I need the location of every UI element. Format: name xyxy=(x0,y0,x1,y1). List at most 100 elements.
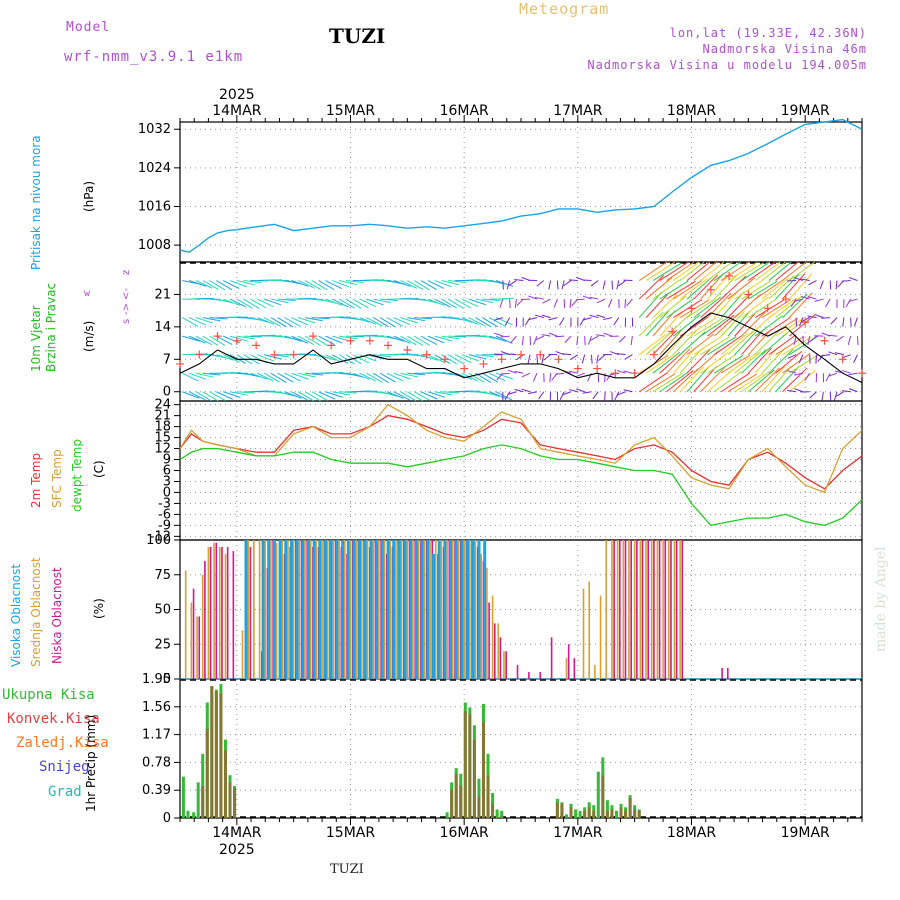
wind-vector xyxy=(700,336,730,356)
wind-vector xyxy=(441,391,460,394)
wind-vector xyxy=(720,354,751,374)
wind-vector xyxy=(845,298,852,308)
wind-vector xyxy=(209,335,226,346)
wind-vector xyxy=(420,391,438,400)
wind-vector xyxy=(222,354,240,363)
wind-vector xyxy=(500,372,510,375)
wind-vector xyxy=(475,354,494,358)
wind-vector xyxy=(775,350,802,374)
wind-gust-mark xyxy=(801,318,810,327)
y-tick-label: 15 xyxy=(154,431,171,446)
wind-vector xyxy=(748,280,778,300)
wind-vector xyxy=(188,391,206,401)
bottom-date-label: 19MAR xyxy=(781,825,830,841)
conv-precip-bar xyxy=(605,810,609,818)
wind-direction-west: w xyxy=(84,288,91,299)
wind-vector xyxy=(507,353,517,356)
wind-vector xyxy=(216,280,233,291)
wind-vector xyxy=(790,298,797,307)
wind-vector xyxy=(624,354,633,360)
wind-vector xyxy=(693,366,717,393)
wind-vector xyxy=(576,372,585,377)
wind-vector xyxy=(608,298,613,308)
y-tick-label: 1.56 xyxy=(142,700,171,715)
wind-vector xyxy=(223,391,241,398)
wind-vector xyxy=(494,332,503,337)
conv-precip-bar xyxy=(569,807,573,818)
wind-vector xyxy=(495,391,513,401)
wind-vector xyxy=(652,278,681,300)
wind-vector xyxy=(400,372,419,378)
wind-vector xyxy=(216,335,233,346)
wind-vector xyxy=(488,317,506,327)
wind-vector xyxy=(707,314,735,337)
wind-vector xyxy=(297,335,315,346)
wind-vector xyxy=(727,353,756,374)
wind-vector xyxy=(761,317,791,337)
wind-gust-mark xyxy=(195,350,204,359)
wind-vector xyxy=(825,372,831,382)
wind-vector xyxy=(638,311,664,337)
wind-vector xyxy=(400,391,417,402)
wind-vector xyxy=(461,317,479,325)
y-tick-label: -6 xyxy=(158,507,171,522)
wind-vector xyxy=(821,354,831,357)
wind-vector xyxy=(720,291,744,318)
wind-vector xyxy=(188,317,206,326)
wind-vector xyxy=(666,312,692,337)
wind-vector xyxy=(297,391,314,402)
wind-vector xyxy=(332,391,351,396)
wind-vector xyxy=(624,299,627,309)
wind-vector xyxy=(833,391,838,401)
wind-vector xyxy=(393,372,411,380)
wind-vector xyxy=(666,348,691,374)
wind-vector xyxy=(325,335,343,344)
wind-vector xyxy=(549,373,552,383)
wind-vector xyxy=(734,279,764,300)
wind-vector xyxy=(202,280,219,290)
wind-vector xyxy=(720,261,750,281)
wind-vector xyxy=(568,389,578,393)
wind-vector xyxy=(618,335,626,343)
conv-precip-bar xyxy=(555,802,559,818)
wind-vector xyxy=(673,314,701,337)
wind-vector xyxy=(638,291,663,318)
wind-vector xyxy=(659,311,684,337)
wind-vector xyxy=(393,280,411,287)
y-tick-label: 1.17 xyxy=(142,728,171,743)
wind-vector xyxy=(672,347,697,374)
wind-vector xyxy=(270,298,289,304)
wind-vector xyxy=(311,317,330,320)
wind-vector xyxy=(707,354,737,374)
pressure-line xyxy=(179,118,863,254)
wind-gust-mark xyxy=(668,327,677,336)
wind-vector xyxy=(782,293,808,318)
total-precip-bar xyxy=(445,812,449,818)
wind-vector xyxy=(748,369,775,393)
wind-vector xyxy=(848,388,858,393)
wind-vector xyxy=(596,354,599,364)
wind-vector xyxy=(461,354,479,362)
wind-vector xyxy=(229,391,248,396)
wind-vector xyxy=(659,328,683,355)
wind-vector xyxy=(209,391,226,402)
wind-vector xyxy=(338,298,355,309)
wind-vector xyxy=(366,354,385,360)
wind-vector xyxy=(720,311,745,337)
wind-gust-mark xyxy=(422,350,431,359)
wind-vector xyxy=(338,354,355,365)
wind-vector xyxy=(359,317,377,325)
wind-vector xyxy=(407,391,423,402)
wind-gust-mark xyxy=(479,359,488,368)
wind-vector xyxy=(277,298,296,302)
wind-vector xyxy=(568,370,578,374)
wind-vector xyxy=(407,335,423,346)
wind-gust-mark xyxy=(744,290,753,299)
wind-vector xyxy=(332,298,349,308)
y-tick-label: 0 xyxy=(163,811,171,826)
wind-vector xyxy=(380,298,399,302)
wind-vector xyxy=(761,277,789,300)
wind-vector xyxy=(325,280,342,289)
wind-vector xyxy=(700,273,724,300)
wind-vector xyxy=(559,391,565,400)
